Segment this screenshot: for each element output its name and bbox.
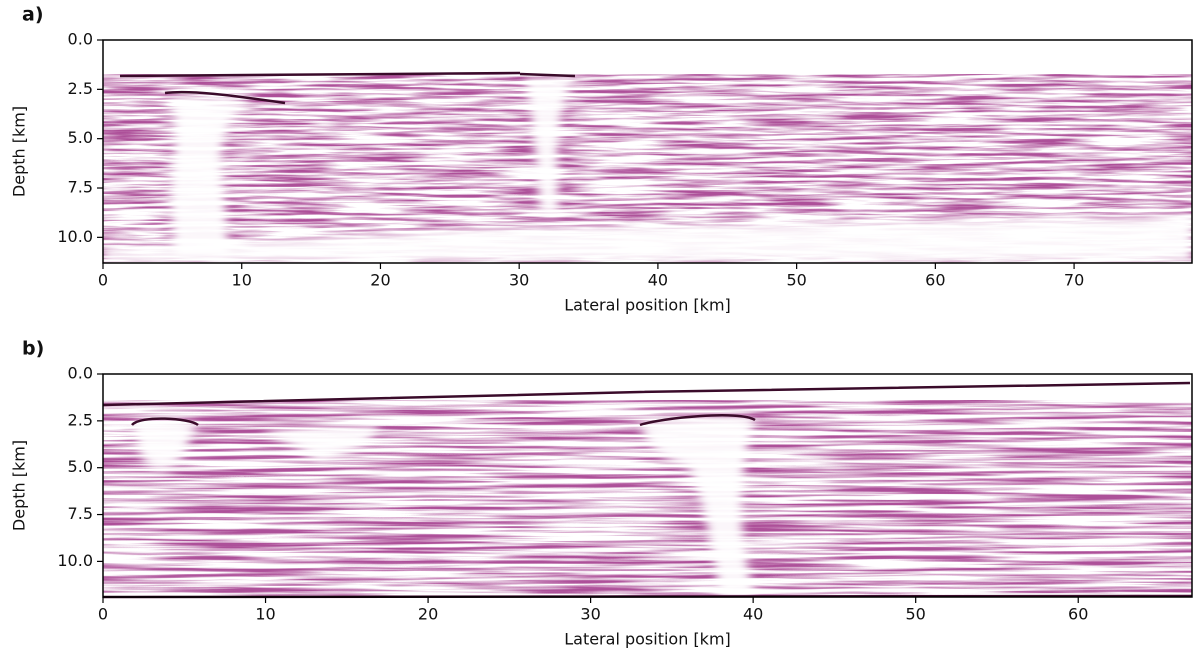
x-tick-label: 40	[648, 271, 668, 290]
salt-body	[260, 425, 380, 462]
y-tick-label: 7.5	[68, 504, 93, 523]
y-tick-label: 10.0	[57, 227, 93, 246]
panel-label: b)	[22, 338, 44, 360]
y-axis-label: Depth [km]	[10, 106, 29, 197]
x-tick-label: 40	[743, 605, 763, 624]
image-top-mask	[103, 40, 1192, 74]
salt-body	[170, 97, 250, 264]
reflector	[519, 72, 576, 78]
axes-frame	[102, 373, 1193, 598]
panel-label: a)	[22, 4, 44, 26]
reflector	[131, 417, 199, 427]
axes-frame	[102, 39, 1193, 264]
y-tick-label: 2.5	[68, 79, 93, 98]
x-tick-label: 60	[925, 271, 945, 290]
x-tick-label: 30	[509, 271, 529, 290]
reflector	[119, 71, 521, 78]
y-tick-label: 7.5	[68, 178, 93, 197]
x-tick-label: 0	[98, 271, 108, 290]
x-tick-label: 20	[370, 271, 390, 290]
salt-bodies	[132, 415, 755, 597]
x-tick-label: 50	[786, 271, 806, 290]
salt-bodies	[103, 78, 1192, 264]
x-tick-label: 60	[1068, 605, 1088, 624]
y-axis-label: Depth [km]	[10, 440, 29, 531]
y-tick-label: 5.0	[68, 457, 93, 476]
x-axis-label: Lateral position [km]	[564, 296, 731, 315]
x-tick-label: 10	[255, 605, 275, 624]
y-tick-label: 2.5	[68, 410, 93, 429]
y-tick-label: 10.0	[57, 551, 93, 570]
salt-body	[525, 78, 572, 215]
x-tick-label: 0	[98, 605, 108, 624]
y-tick-label: 0.0	[68, 364, 93, 383]
reflector	[639, 414, 756, 427]
salt-body	[103, 215, 1192, 263]
x-tick-label: 50	[906, 605, 926, 624]
salt-body	[132, 418, 198, 470]
x-axis-label: Lateral position [km]	[564, 630, 731, 649]
salt-body	[640, 415, 755, 597]
seismic-image	[103, 374, 1192, 597]
x-tick-label: 10	[232, 271, 252, 290]
x-tick-label: 30	[580, 605, 600, 624]
image-top-mask	[103, 374, 1192, 400]
reflector	[102, 381, 1191, 407]
y-tick-label: 0.0	[68, 30, 93, 49]
x-tick-label: 20	[418, 605, 438, 624]
x-tick-label: 70	[1064, 271, 1084, 290]
reflector	[164, 90, 286, 105]
y-tick-label: 5.0	[68, 128, 93, 147]
